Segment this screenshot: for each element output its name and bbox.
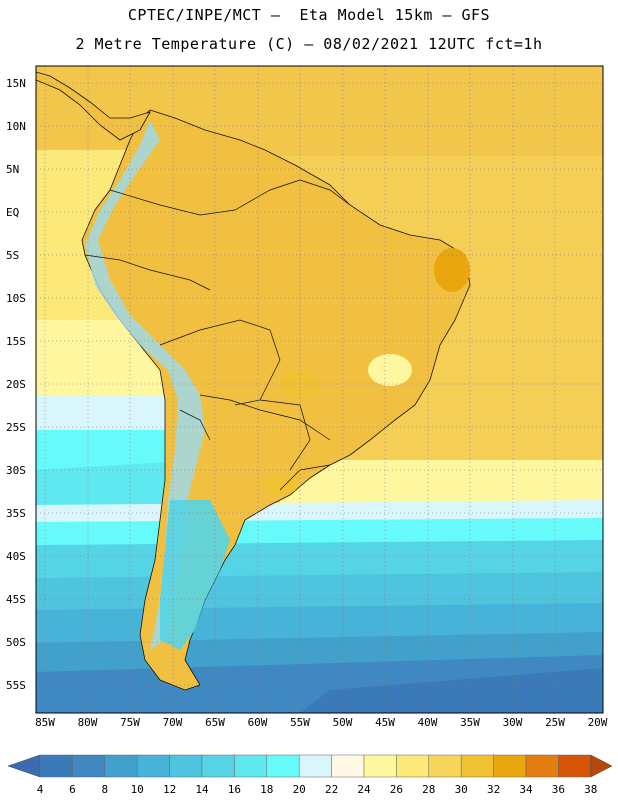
temperature-field xyxy=(36,66,603,713)
map-grid xyxy=(36,66,603,713)
lat-label: 15S xyxy=(6,335,26,348)
colorbar-swatch xyxy=(460,754,494,778)
colorbar-swatch xyxy=(72,754,106,778)
north-ocean-band xyxy=(36,66,603,156)
atlantic-subtropical-band xyxy=(280,460,603,510)
central-america-land xyxy=(36,71,151,141)
colorbar-tick-label: 36 xyxy=(551,783,566,796)
cool-spot-minas xyxy=(368,354,412,386)
hot-spot-northeast xyxy=(434,248,470,292)
colorbar-tick-label: 28 xyxy=(422,783,436,796)
lat-label: 55S xyxy=(6,679,26,692)
lon-label: 80W xyxy=(77,716,98,729)
colorbar-swatch xyxy=(331,754,365,778)
lon-label: 55W xyxy=(290,716,310,729)
colorbar-tick-label: 6 xyxy=(69,783,76,796)
colorbar-swatch xyxy=(266,754,300,778)
chart-title-line1: CPTEC/INPE/MCT – Eta Model 15km – GFS xyxy=(127,6,491,24)
colorbar-tick-label: 12 xyxy=(162,783,177,796)
lon-label: 45W xyxy=(375,716,395,729)
lat-label: 25S xyxy=(6,421,26,434)
colorbar-swatch xyxy=(104,754,138,778)
patagonia-cold xyxy=(160,500,230,650)
lat-label: 40S xyxy=(6,550,26,563)
lat-label: 10N xyxy=(6,120,26,133)
lon-label: 70W xyxy=(162,716,183,729)
lat-label: EQ xyxy=(6,206,20,219)
lon-label: 40W xyxy=(417,716,438,729)
colorbar-swatch xyxy=(525,754,559,778)
lat-label: 5N xyxy=(6,163,20,176)
lat-label: 5S xyxy=(6,249,20,262)
lat-label: 30S xyxy=(6,464,26,477)
colorbar-tick-label: 38 xyxy=(584,783,598,796)
lon-label: 75W xyxy=(120,716,140,729)
colorbar-swatch xyxy=(493,754,527,778)
lat-label: 45S xyxy=(6,593,26,606)
lon-label: 60W xyxy=(247,716,268,729)
cold-band-56s xyxy=(300,668,603,713)
colorbar-swatch xyxy=(39,754,73,778)
lon-label: 20W xyxy=(587,716,608,729)
lat-label: 20S xyxy=(6,378,26,391)
colorbar-swatch xyxy=(234,754,268,778)
colorbar-tick-label: 16 xyxy=(227,783,242,796)
lon-label: 30W xyxy=(502,716,523,729)
colorbar-tick-label: 14 xyxy=(195,783,209,796)
colorbar-swatch xyxy=(136,754,170,778)
colorbar-tick-label: 10 xyxy=(130,783,144,796)
map-frame xyxy=(35,65,604,714)
colorbar-swatch xyxy=(363,754,397,778)
colorbar-swatch xyxy=(396,754,430,778)
lat-label: 35S xyxy=(6,507,26,520)
hot-spot-uruguay xyxy=(262,475,298,495)
country-borders xyxy=(84,179,351,491)
lon-label: 50W xyxy=(332,716,353,729)
lon-label: 65W xyxy=(205,716,225,729)
lon-label: 85W xyxy=(35,716,55,729)
colorbar-tick-label: 34 xyxy=(519,783,533,796)
colorbar-tick-label: 8 xyxy=(101,783,109,796)
lon-label: 35W xyxy=(460,716,480,729)
colorbar-tick-label: 18 xyxy=(260,783,274,796)
colorbar-swatch xyxy=(298,754,332,778)
colorbar-swatch xyxy=(201,754,235,778)
lon-label: 25W xyxy=(545,716,565,729)
colorbar-tick-label: 24 xyxy=(357,783,371,796)
colorbar-tick-label: 22 xyxy=(324,783,339,796)
pacific-cool-band xyxy=(36,395,166,435)
lat-label: 50S xyxy=(6,636,26,649)
lat-label: 10S xyxy=(6,292,26,305)
colorbar-tick-label: 4 xyxy=(36,783,44,796)
colorbar-over-arrow xyxy=(590,754,613,778)
colorbar-tick-label: 30 xyxy=(454,783,468,796)
colorbar-tick-label: 26 xyxy=(389,783,404,796)
colorbar-tick-label: 20 xyxy=(292,783,306,796)
colorbar xyxy=(7,754,613,778)
colorbar-swatch xyxy=(169,754,203,778)
colorbar-tick-label: 32 xyxy=(486,783,501,796)
lat-label: 15N xyxy=(6,77,26,90)
chart-title-line2: 2 Metre Temperature (C) – 08/02/2021 12U… xyxy=(75,35,543,53)
colorbar-under-arrow xyxy=(7,754,41,778)
colorbar-swatch xyxy=(428,754,462,778)
colorbar-swatch xyxy=(558,754,592,778)
hot-spot-pantanal xyxy=(280,371,320,399)
